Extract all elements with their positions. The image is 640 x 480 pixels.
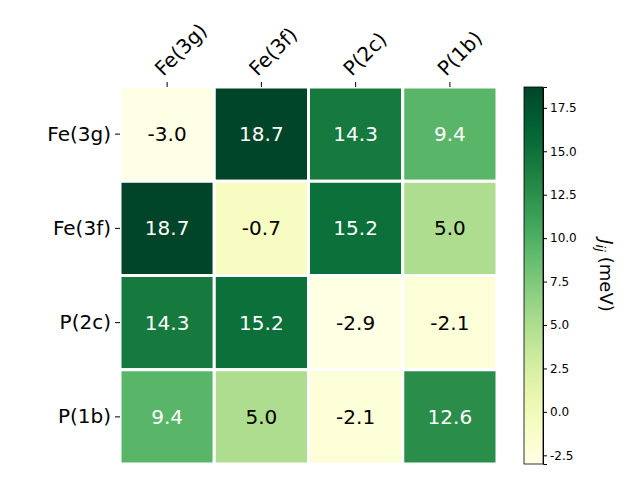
- cell: [309, 87, 403, 181]
- colorbar-tick: 7.5: [543, 275, 569, 289]
- y-tick-label: Fe(3g): [47, 122, 111, 146]
- x-tick-label: P(2c): [338, 27, 391, 80]
- colorbar-tick: 10.0: [543, 231, 577, 245]
- colorbar-axis: -2.5 0.0 2.5 5.0 7.5 10.0 12.5 15.0 17.5: [543, 88, 577, 465]
- x-tick-label: Fe(3g): [150, 18, 212, 80]
- cell-label: 15.2: [239, 311, 284, 335]
- colorbar-tick: 12.5: [543, 188, 577, 202]
- colorbar-tick-mark: [543, 455, 547, 456]
- cell-label: 9.4: [434, 122, 466, 146]
- cell: [214, 370, 308, 464]
- colorbar-tick: 17.5: [543, 101, 577, 115]
- cells: [120, 87, 497, 464]
- cell-label: -2.1: [336, 405, 375, 429]
- cell: [403, 370, 497, 464]
- y-tick-mark: [115, 416, 120, 417]
- colorbar-tick-label: 2.5: [550, 362, 569, 376]
- colorbar-tick-label: 10.0: [550, 231, 577, 245]
- colorbar-tick-mark: [543, 368, 547, 369]
- x-tick-mark: [449, 82, 450, 87]
- colorbar-tick-label: 12.5: [550, 188, 577, 202]
- x-tick: P(1b): [432, 26, 487, 87]
- x-axis: Fe(3g) Fe(3f) P(2c) P(1b): [150, 18, 487, 87]
- colorbar-label: Jij (meV): [593, 236, 617, 312]
- colorbar-tick-mark: [543, 282, 547, 283]
- colorbar-tick-mark: [543, 325, 547, 326]
- cell: [214, 87, 308, 181]
- cell-label: -3.0: [148, 122, 187, 146]
- cell-label: 15.2: [333, 216, 378, 240]
- y-tick: Fe(3f): [53, 216, 120, 240]
- cell-label: 18.7: [239, 122, 284, 146]
- cell: [214, 181, 308, 275]
- colorbar-tick-label: -2.5: [550, 449, 573, 463]
- colorbar-tick-mark: [543, 151, 547, 152]
- cell-label: 5.0: [434, 216, 466, 240]
- x-tick: Fe(3g): [150, 18, 212, 87]
- cell-label: -2.1: [430, 311, 469, 335]
- colorbar-label-subscript: ij: [593, 245, 608, 253]
- x-tick: Fe(3f): [244, 22, 302, 87]
- colorbar-tick-label: 7.5: [550, 275, 569, 289]
- y-tick: P(1b): [58, 404, 120, 428]
- x-tick-label: P(1b): [432, 26, 487, 81]
- cell: [120, 87, 214, 181]
- chart: -3.0 18.7 14.3 9.4 18.7 -0.7 15.2 5.0 14.3 15.2 -2…: [0, 0, 640, 480]
- colorbar-axis-line: [544, 88, 548, 465]
- colorbar-tick: 15.0: [543, 145, 577, 159]
- y-tick-label: P(1b): [58, 404, 111, 428]
- cell: [309, 276, 403, 370]
- colorbar-label-symbol: J: [596, 236, 617, 244]
- y-tick: P(2c): [60, 310, 120, 334]
- y-tick: Fe(3g): [47, 122, 120, 146]
- cell-label: 5.0: [245, 405, 277, 429]
- y-tick-mark: [115, 322, 120, 323]
- colorbar-tick: 5.0: [543, 318, 569, 332]
- colorbar-tick-mark: [543, 108, 547, 109]
- y-tick-label: Fe(3f): [53, 216, 111, 240]
- colorbar-tick-label: 17.5: [550, 101, 577, 115]
- x-tick: P(2c): [338, 27, 391, 87]
- colorbar: [524, 87, 543, 464]
- colorbar-tick: 0.0: [543, 405, 569, 419]
- colorbar-tick-label: 15.0: [550, 145, 577, 159]
- x-tick-mark: [167, 82, 168, 87]
- cell-label: 14.3: [145, 311, 190, 335]
- cell: [403, 276, 497, 370]
- colorbar-tick-label: 0.0: [550, 405, 569, 419]
- colorbar-tick: 2.5: [543, 362, 569, 376]
- cell: [309, 181, 403, 275]
- x-tick-mark: [355, 82, 356, 87]
- colorbar-tick: -2.5: [543, 449, 573, 463]
- colorbar-tick-mark: [543, 412, 547, 413]
- colorbar-label-unit: (meV): [596, 257, 617, 312]
- colorbar-tick-label: 5.0: [550, 318, 569, 332]
- cell: [403, 87, 497, 181]
- cell: [309, 370, 403, 464]
- colorbar-tick-mark: [543, 238, 547, 239]
- cell-label: 14.3: [333, 122, 378, 146]
- colorbar-tick-mark: [543, 195, 547, 196]
- y-tick-label: P(2c): [60, 310, 111, 334]
- cell-label: 12.6: [428, 405, 473, 429]
- cell: [120, 370, 214, 464]
- cell-label: 18.7: [145, 216, 190, 240]
- cell-label: -0.7: [242, 216, 281, 240]
- cell-labels: -3.0 18.7 14.3 9.4 18.7 -0.7 15.2 5.0 14.3 15.2 -2…: [145, 122, 472, 429]
- x-tick-mark: [261, 82, 262, 87]
- cell: [120, 181, 214, 275]
- cell-label: 9.4: [151, 405, 183, 429]
- cell: [403, 181, 497, 275]
- y-tick-mark: [115, 134, 120, 135]
- y-axis: Fe(3g) Fe(3f) P(2c) P(1b): [47, 122, 120, 429]
- cell: [214, 276, 308, 370]
- y-tick-mark: [115, 228, 120, 229]
- cell-label: -2.9: [336, 311, 375, 335]
- cell: [120, 276, 214, 370]
- x-tick-label: Fe(3f): [244, 22, 302, 80]
